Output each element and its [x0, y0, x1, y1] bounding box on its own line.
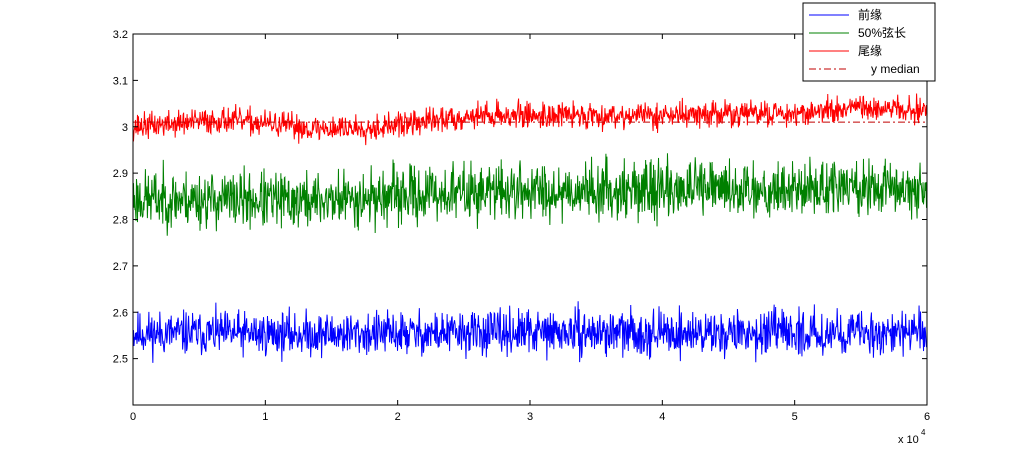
- y-tick-label: 2.7: [113, 261, 128, 273]
- axes-layer: 0 1 2 3 4 5 62.52.62.72.82.933.13.2x 104: [113, 29, 930, 446]
- x-multiplier-label: x 10: [898, 434, 919, 446]
- legend-label-0: 前缘: [858, 7, 882, 22]
- x-tick-label: 6: [924, 411, 930, 423]
- x-tick-label: 2: [395, 411, 401, 423]
- series-line-1: [133, 153, 927, 236]
- y-tick-label: 2.8: [113, 215, 128, 227]
- x-tick-label: 3: [527, 411, 533, 423]
- x-tick-label: 1: [262, 411, 268, 423]
- y-tick-label: 3.1: [113, 75, 128, 87]
- series-layer: [133, 93, 927, 363]
- y-tick-label: 2.9: [113, 168, 128, 180]
- y-tick-label: 2.5: [113, 354, 128, 366]
- legend-label-2: 尾缘: [858, 44, 882, 58]
- x-multiplier-exponent: 4: [921, 428, 926, 437]
- y-tick-label: 3: [122, 122, 128, 134]
- y-tick-label: 2.6: [113, 307, 128, 319]
- series-line-0: [133, 301, 927, 363]
- legend-label-1: 50%弦长: [858, 25, 906, 40]
- legend-label-3: y median: [871, 62, 920, 76]
- x-tick-label: 0: [130, 411, 136, 423]
- legend-box: [802, 2, 936, 82]
- series-line-2: [133, 93, 927, 146]
- x-tick-label: 4: [659, 411, 665, 423]
- x-tick-label: 5: [792, 411, 798, 423]
- y-tick-label: 3.2: [113, 29, 128, 41]
